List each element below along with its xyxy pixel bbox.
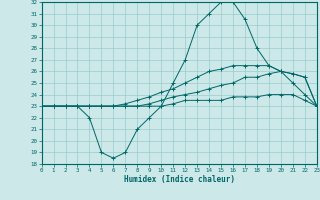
X-axis label: Humidex (Indice chaleur): Humidex (Indice chaleur) bbox=[124, 175, 235, 184]
